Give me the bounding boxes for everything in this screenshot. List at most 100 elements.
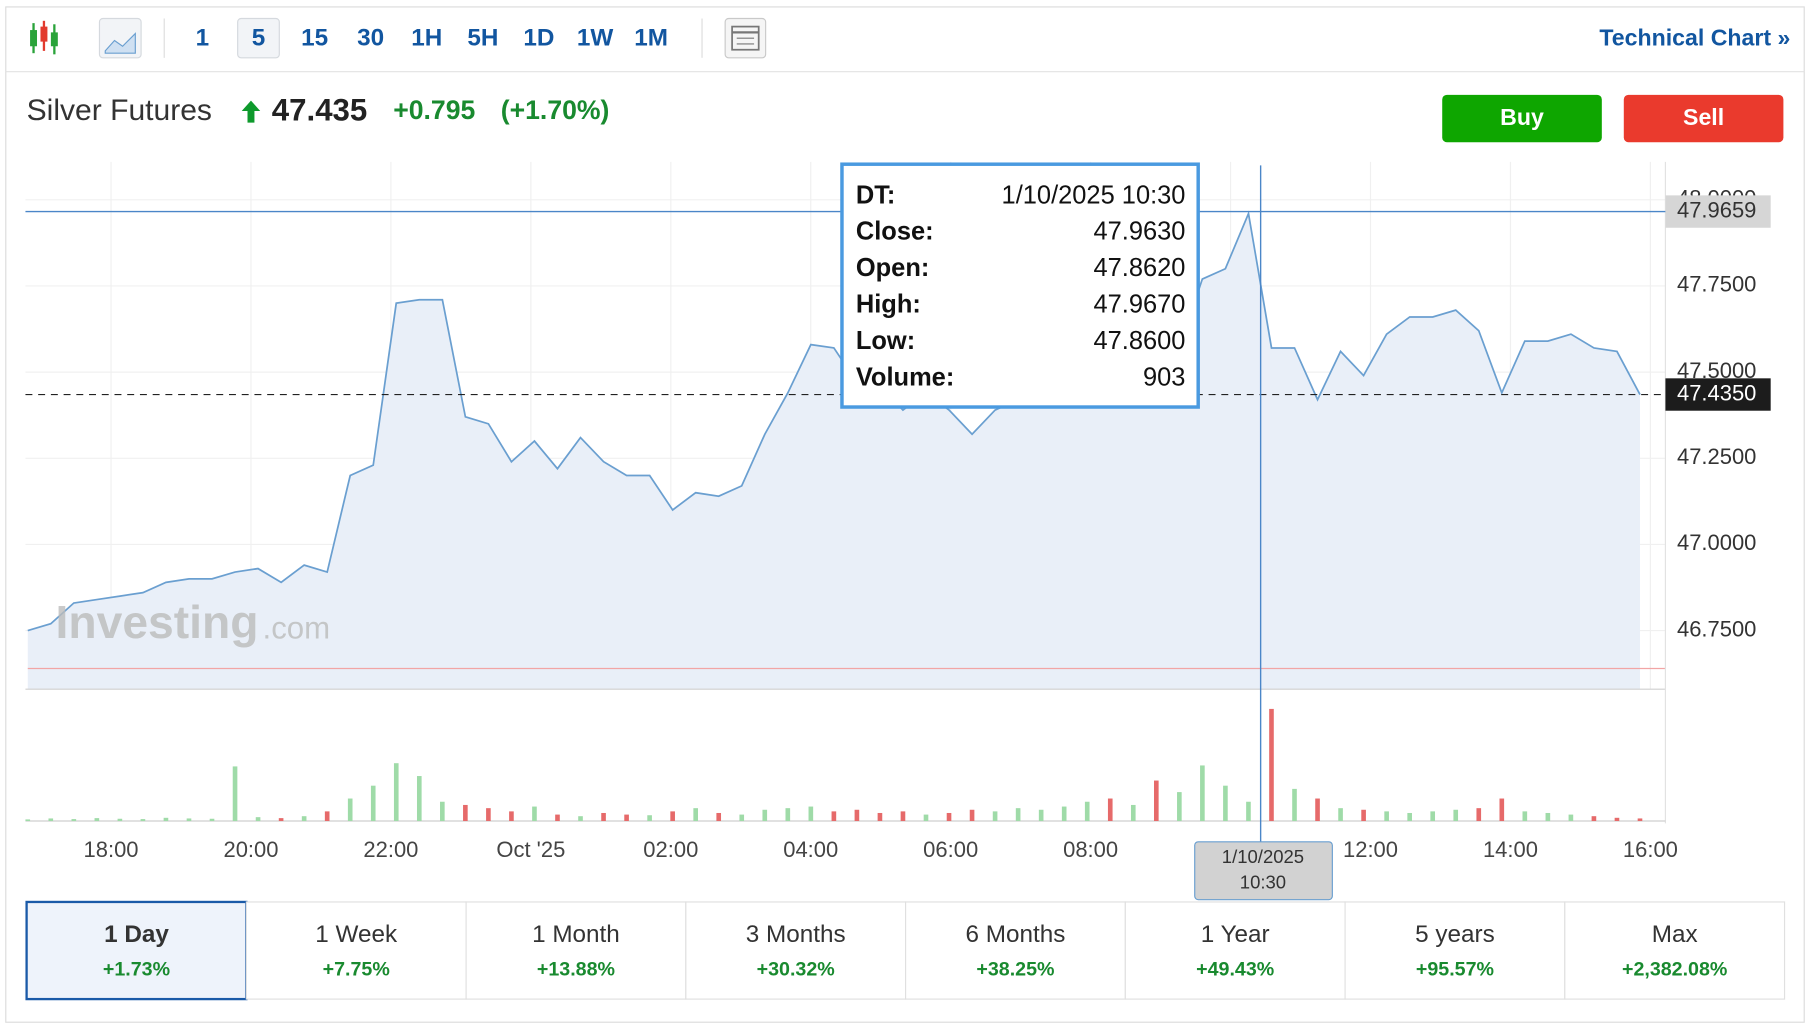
- crosshair-time-label: 10:30: [1240, 871, 1286, 892]
- volume-bar: [670, 811, 675, 822]
- technical-chart-link[interactable]: Technical Chart »: [1599, 24, 1790, 50]
- interval-option[interactable]: 5H: [467, 25, 498, 52]
- volume-bar: [1338, 808, 1343, 822]
- volume-bar: [1591, 816, 1597, 822]
- tooltip-value: 903: [1143, 363, 1185, 391]
- x-tick-label: 20:00: [223, 837, 278, 862]
- period-label: 5 years: [1415, 921, 1495, 948]
- volume-bar: [163, 817, 169, 822]
- volume-bar: [831, 811, 837, 822]
- period-tab[interactable]: [1564, 901, 1786, 1000]
- volume-bar: [1407, 812, 1412, 822]
- layout-icon[interactable]: [724, 17, 767, 59]
- volume-bar: [48, 818, 54, 822]
- volume-bar: [854, 809, 860, 822]
- volume-bar: [1246, 801, 1251, 822]
- tooltip-value: 1/10/2025 10:30: [1002, 181, 1186, 209]
- interval-option[interactable]: 1M: [634, 25, 668, 52]
- volume-bar: [1453, 809, 1459, 822]
- last-price-label: 47.4350: [1677, 380, 1756, 405]
- period-label: 1 Month: [532, 921, 620, 948]
- volume-bar: [94, 818, 100, 822]
- x-tick-label: 06:00: [923, 837, 978, 862]
- y-tick-label: 47.2500: [1677, 444, 1756, 469]
- y-tick-label: 47.7500: [1677, 272, 1756, 297]
- period-change: +13.88%: [537, 958, 615, 980]
- volume-bar: [923, 814, 929, 822]
- x-tick-label: 16:00: [1623, 837, 1678, 862]
- volume-bar: [532, 806, 537, 822]
- x-tick-label: 14:00: [1483, 837, 1538, 862]
- volume-bar: [509, 811, 514, 822]
- period-change: +95.57%: [1416, 958, 1494, 980]
- period-tab[interactable]: [465, 901, 687, 1000]
- period-label: 3 Months: [746, 921, 846, 948]
- period-label: Max: [1652, 921, 1698, 948]
- volume-bar: [739, 814, 745, 822]
- volume-bar: [1499, 798, 1505, 822]
- up-arrow: [241, 100, 261, 123]
- volume-bar: [1269, 708, 1274, 822]
- tooltip-key: Low:: [856, 327, 915, 355]
- interval-option[interactable]: 15: [301, 25, 328, 52]
- volume-bar: [1292, 788, 1297, 822]
- volume-bar: [71, 819, 77, 822]
- period-tab[interactable]: [905, 901, 1126, 1000]
- volume-bar: [463, 804, 468, 822]
- sell-button[interactable]: [1623, 94, 1784, 143]
- period-label: 1 Year: [1201, 921, 1270, 948]
- tooltip-value: 47.8620: [1094, 254, 1186, 282]
- y-tick-label: 46.7500: [1677, 616, 1756, 641]
- watermark-domain: .com: [263, 610, 331, 645]
- x-tick-label: 08:00: [1063, 837, 1118, 862]
- volume-bar: [1522, 811, 1528, 822]
- period-tab[interactable]: [1124, 901, 1346, 1000]
- volume-bar: [1200, 765, 1205, 822]
- change: +0.795: [393, 95, 475, 125]
- interval-option[interactable]: 5: [252, 25, 266, 52]
- period-label: 6 Months: [966, 921, 1066, 948]
- period-tab[interactable]: [685, 901, 907, 1000]
- crosshair-price-tag: [1665, 195, 1771, 228]
- line-icon[interactable]: [98, 17, 142, 59]
- volume-bar: [1084, 801, 1090, 822]
- interval-option[interactable]: 1H: [411, 25, 442, 52]
- period-tab[interactable]: [1344, 901, 1566, 1000]
- volume-bar: [1015, 808, 1021, 822]
- period-change: +30.32%: [757, 958, 835, 980]
- volume-bar: [486, 808, 491, 822]
- change-percent: (+1.70%): [501, 95, 610, 125]
- interval-option[interactable]: 1D: [523, 25, 554, 52]
- period-tab[interactable]: [25, 900, 248, 1001]
- price-area: [27, 213, 1640, 690]
- candle-icon[interactable]: [30, 20, 58, 55]
- buy-label: Buy: [1500, 104, 1544, 130]
- crosshair-time-tag: [1194, 841, 1333, 901]
- volume-bar: [624, 814, 629, 822]
- volume-bar: [693, 808, 698, 822]
- buy-button[interactable]: [1442, 94, 1602, 143]
- interval-option[interactable]: 1: [196, 25, 210, 52]
- last-price-tag: [1665, 378, 1771, 411]
- x-tick-label: 18:00: [84, 837, 139, 862]
- volume-bar: [440, 801, 445, 822]
- volume-bar: [1130, 804, 1136, 822]
- tooltip-value: 47.9630: [1094, 218, 1186, 246]
- period-change: +2,382.08%: [1622, 958, 1727, 980]
- period-tab[interactable]: [245, 901, 467, 1000]
- volume-bar: [1061, 806, 1067, 822]
- y-tick-label: 47.0000: [1677, 530, 1756, 555]
- volume-bar: [969, 809, 975, 822]
- interval-option[interactable]: 1W: [577, 25, 613, 52]
- period-change: +49.43%: [1196, 958, 1274, 980]
- tooltip: [840, 162, 1200, 409]
- volume-bar: [946, 812, 952, 822]
- volume-bar: [1315, 798, 1320, 822]
- volume-bar: [1154, 780, 1159, 822]
- period-label: 1 Week: [315, 921, 398, 948]
- x-tick-label: 22:00: [363, 837, 418, 862]
- x-tick-label: 02:00: [643, 837, 698, 862]
- tooltip-key: Open:: [856, 254, 929, 282]
- interval-option[interactable]: 30: [357, 25, 384, 52]
